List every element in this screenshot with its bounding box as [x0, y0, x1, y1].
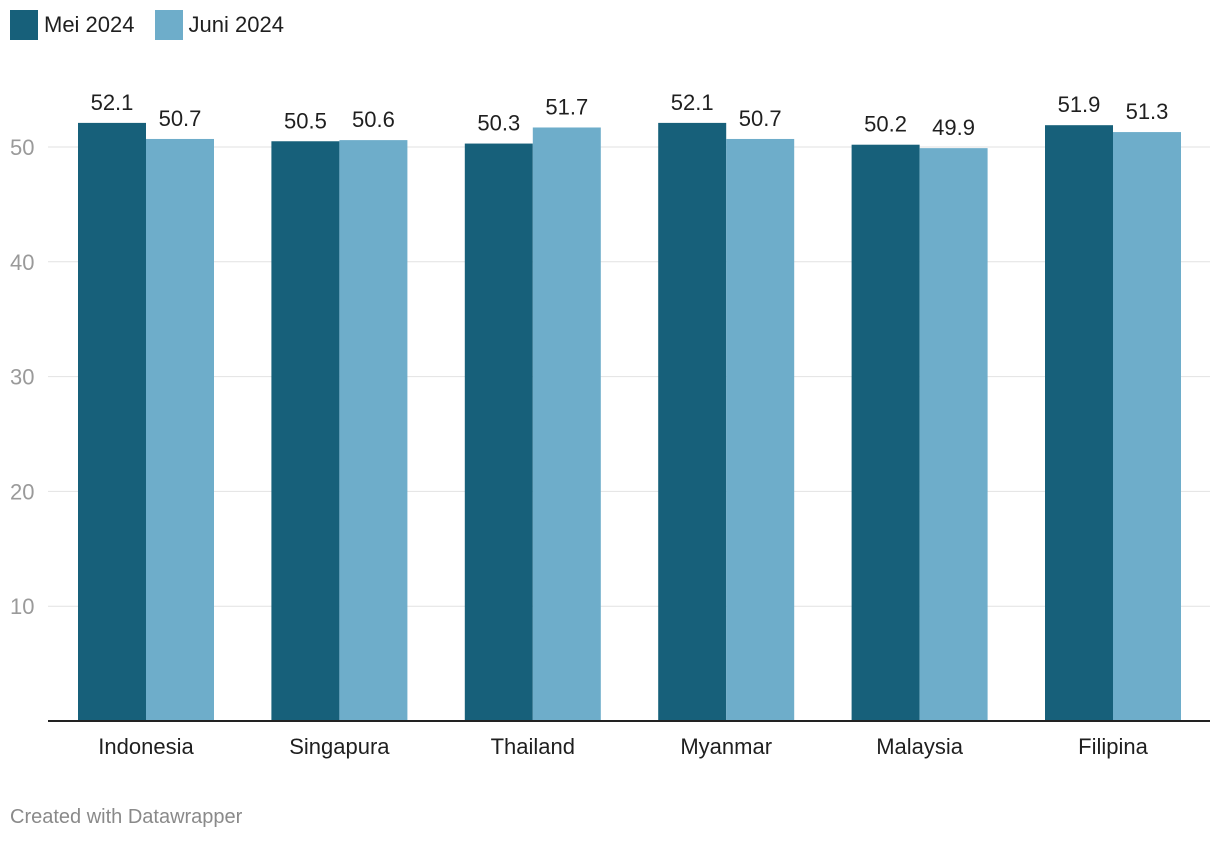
data-label: 50.6	[352, 107, 395, 132]
chart-legend: Mei 2024 Juni 2024	[10, 10, 284, 40]
bar	[271, 141, 340, 721]
data-label: 51.7	[545, 94, 588, 119]
data-label: 50.7	[739, 106, 782, 131]
bar	[658, 122, 727, 722]
y-tick-label: 20	[10, 479, 34, 504]
legend-swatch-mei-2024	[10, 10, 38, 40]
bar	[78, 122, 146, 722]
y-tick-label: 40	[10, 250, 34, 275]
bar	[464, 143, 533, 721]
bar	[851, 144, 920, 722]
bar	[532, 127, 601, 721]
bar	[919, 148, 988, 721]
y-tick-label: 30	[10, 365, 34, 390]
x-tick-label: Thailand	[491, 734, 575, 759]
x-tick-label: Singapura	[289, 734, 390, 759]
x-tick-label: Myanmar	[680, 734, 772, 759]
data-label: 50.3	[477, 111, 520, 136]
bar	[1045, 125, 1113, 722]
data-label: 52.1	[91, 90, 134, 115]
data-label: 50.7	[159, 106, 202, 131]
x-tick-label: Malaysia	[876, 734, 964, 759]
footer-credit: Created with Datawrapper	[10, 806, 243, 828]
y-tick-label: 50	[10, 135, 34, 160]
legend-item-juni-2024: Juni 2024	[154, 10, 284, 40]
data-label: 50.2	[864, 112, 907, 137]
legend-swatch-juni-2024	[154, 10, 183, 40]
bar	[146, 138, 214, 722]
data-label: 50.5	[284, 108, 327, 133]
bar	[726, 138, 795, 722]
data-label: 49.9	[932, 115, 975, 140]
bar	[1113, 132, 1181, 722]
data-label: 52.1	[671, 90, 714, 115]
y-tick-label: 10	[10, 594, 34, 619]
data-label: 51.3	[1126, 99, 1169, 124]
data-label: 51.9	[1058, 92, 1101, 117]
bar	[339, 140, 408, 721]
x-tick-label: Filipina	[1078, 734, 1148, 759]
legend-item-mei-2024: Mei 2024	[10, 10, 135, 40]
legend-label-mei-2024: Mei 2024	[44, 12, 135, 37]
legend-label-juni-2024: Juni 2024	[188, 12, 284, 37]
x-tick-label: Indonesia	[98, 734, 194, 759]
